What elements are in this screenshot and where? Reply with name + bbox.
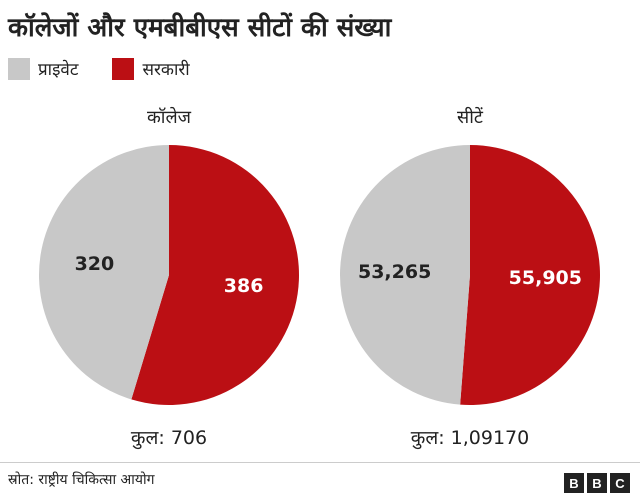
bbc-logo-letter: B — [587, 473, 607, 493]
total-seats: कुल: 1,09170 — [410, 427, 530, 449]
bbc-logo-letter: B — [564, 473, 584, 493]
legend-label-private: प्राइवेट — [38, 60, 79, 80]
legend-swatch-private — [8, 57, 30, 80]
page-title: कॉलेजों और एमबीबीएस सीटों की संख्या — [8, 13, 392, 43]
chart-title-colleges: कॉलेज — [146, 107, 192, 128]
pie-slice-private — [39, 145, 169, 400]
footer-divider — [0, 462, 640, 463]
data-label-private: 320 — [75, 253, 115, 275]
data-label-government: 55,905 — [509, 267, 582, 289]
bbc-logo-letter: C — [610, 473, 630, 493]
legend: प्राइवेट सरकारी — [8, 57, 224, 80]
pie-slice-government — [131, 145, 300, 405]
data-label-government: 386 — [224, 275, 264, 297]
source-text: स्रोत: राष्ट्रीय चिकित्सा आयोग — [8, 472, 155, 488]
pie-slice-government — [460, 145, 600, 405]
data-label-private: 53,265 — [358, 261, 431, 283]
chart-title-seats: सीटें — [457, 107, 483, 128]
total-colleges: कुल: 706 — [130, 427, 208, 449]
legend-item-government: सरकारी — [112, 57, 190, 80]
legend-item-private: प्राइवेट — [8, 57, 78, 80]
bbc-logo: B B C — [561, 473, 630, 493]
pie-slice-private — [339, 145, 470, 405]
legend-label-government: सरकारी — [142, 60, 190, 80]
legend-swatch-government — [112, 57, 135, 80]
